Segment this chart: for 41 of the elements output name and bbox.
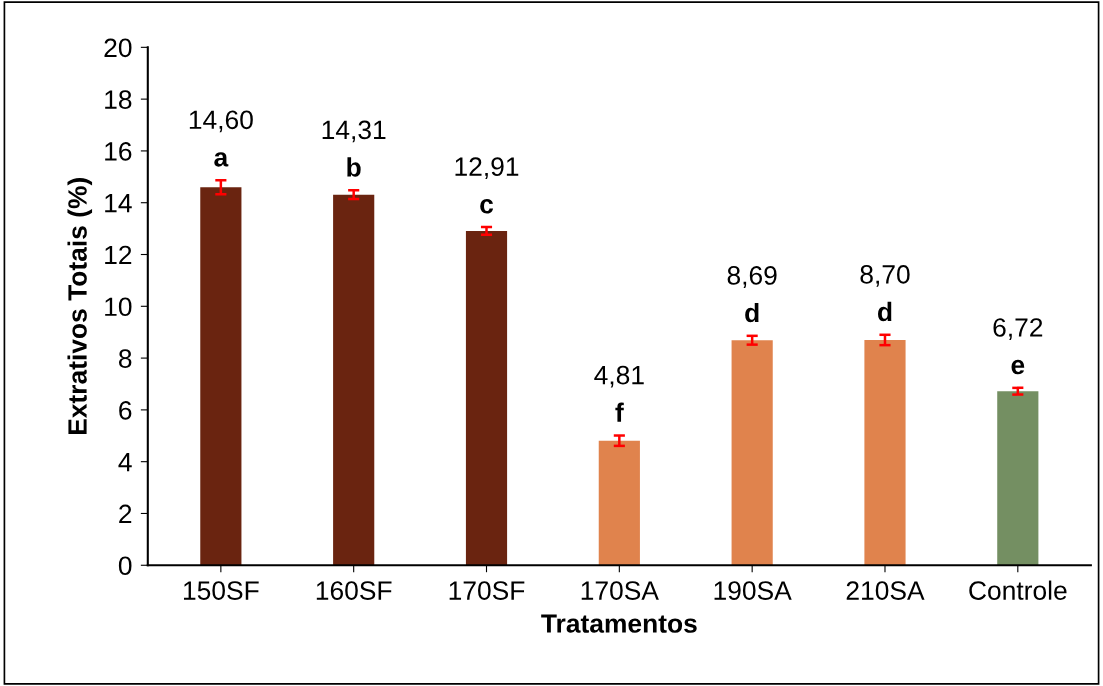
annotation: d — [878, 301, 892, 322]
x-tick-label: 150SF — [184, 581, 259, 600]
bar — [731, 340, 773, 566]
bar — [465, 230, 508, 566]
y-tick-label: 16 — [105, 142, 132, 161]
data-label: 6,72 — [993, 318, 1043, 340]
annotation: d — [745, 302, 759, 323]
x-tick-label: 170SA — [581, 581, 659, 600]
bar — [864, 339, 906, 566]
y-tick-label: 8 — [119, 349, 132, 368]
x-tick-label: 170SF — [449, 581, 525, 600]
data-label: 12,91 — [455, 157, 519, 180]
annotation: e — [1011, 359, 1025, 375]
y-axis-title: Extrativos Totais (%) — [67, 178, 93, 435]
bar — [333, 194, 375, 566]
bar — [200, 187, 242, 566]
y-tick-label: 2 — [119, 504, 132, 524]
y-tick-label: 10 — [105, 297, 132, 317]
x-tick-label: 210SA — [846, 581, 925, 600]
annotation: c — [480, 199, 494, 214]
data-label: 14,31 — [322, 120, 386, 143]
annotation: a — [214, 152, 229, 167]
y-tick-label: 14 — [105, 194, 132, 213]
annotation: b — [347, 157, 361, 177]
annotation: f — [615, 402, 624, 422]
y-tick-label: 6 — [119, 401, 132, 420]
y-tick-label: 0 — [118, 556, 132, 576]
data-label: 14,60 — [189, 110, 253, 133]
y-tick-label: 4 — [118, 453, 132, 472]
y-tick-label: 20 — [104, 38, 132, 58]
x-axis-title: Tratamentos — [541, 614, 697, 633]
y-tick-label: 12 — [105, 245, 132, 265]
x-tick-label: 160SF — [316, 581, 392, 600]
bar — [598, 440, 640, 566]
y-tick-label: 18 — [105, 90, 132, 109]
data-label: 8,70 — [860, 265, 910, 287]
data-label: 8,69 — [727, 266, 777, 288]
data-label: 4,81 — [594, 365, 644, 388]
x-tick-label: 190SA — [714, 581, 792, 600]
bar — [997, 391, 1039, 566]
x-tick-label: Controle — [969, 580, 1067, 600]
